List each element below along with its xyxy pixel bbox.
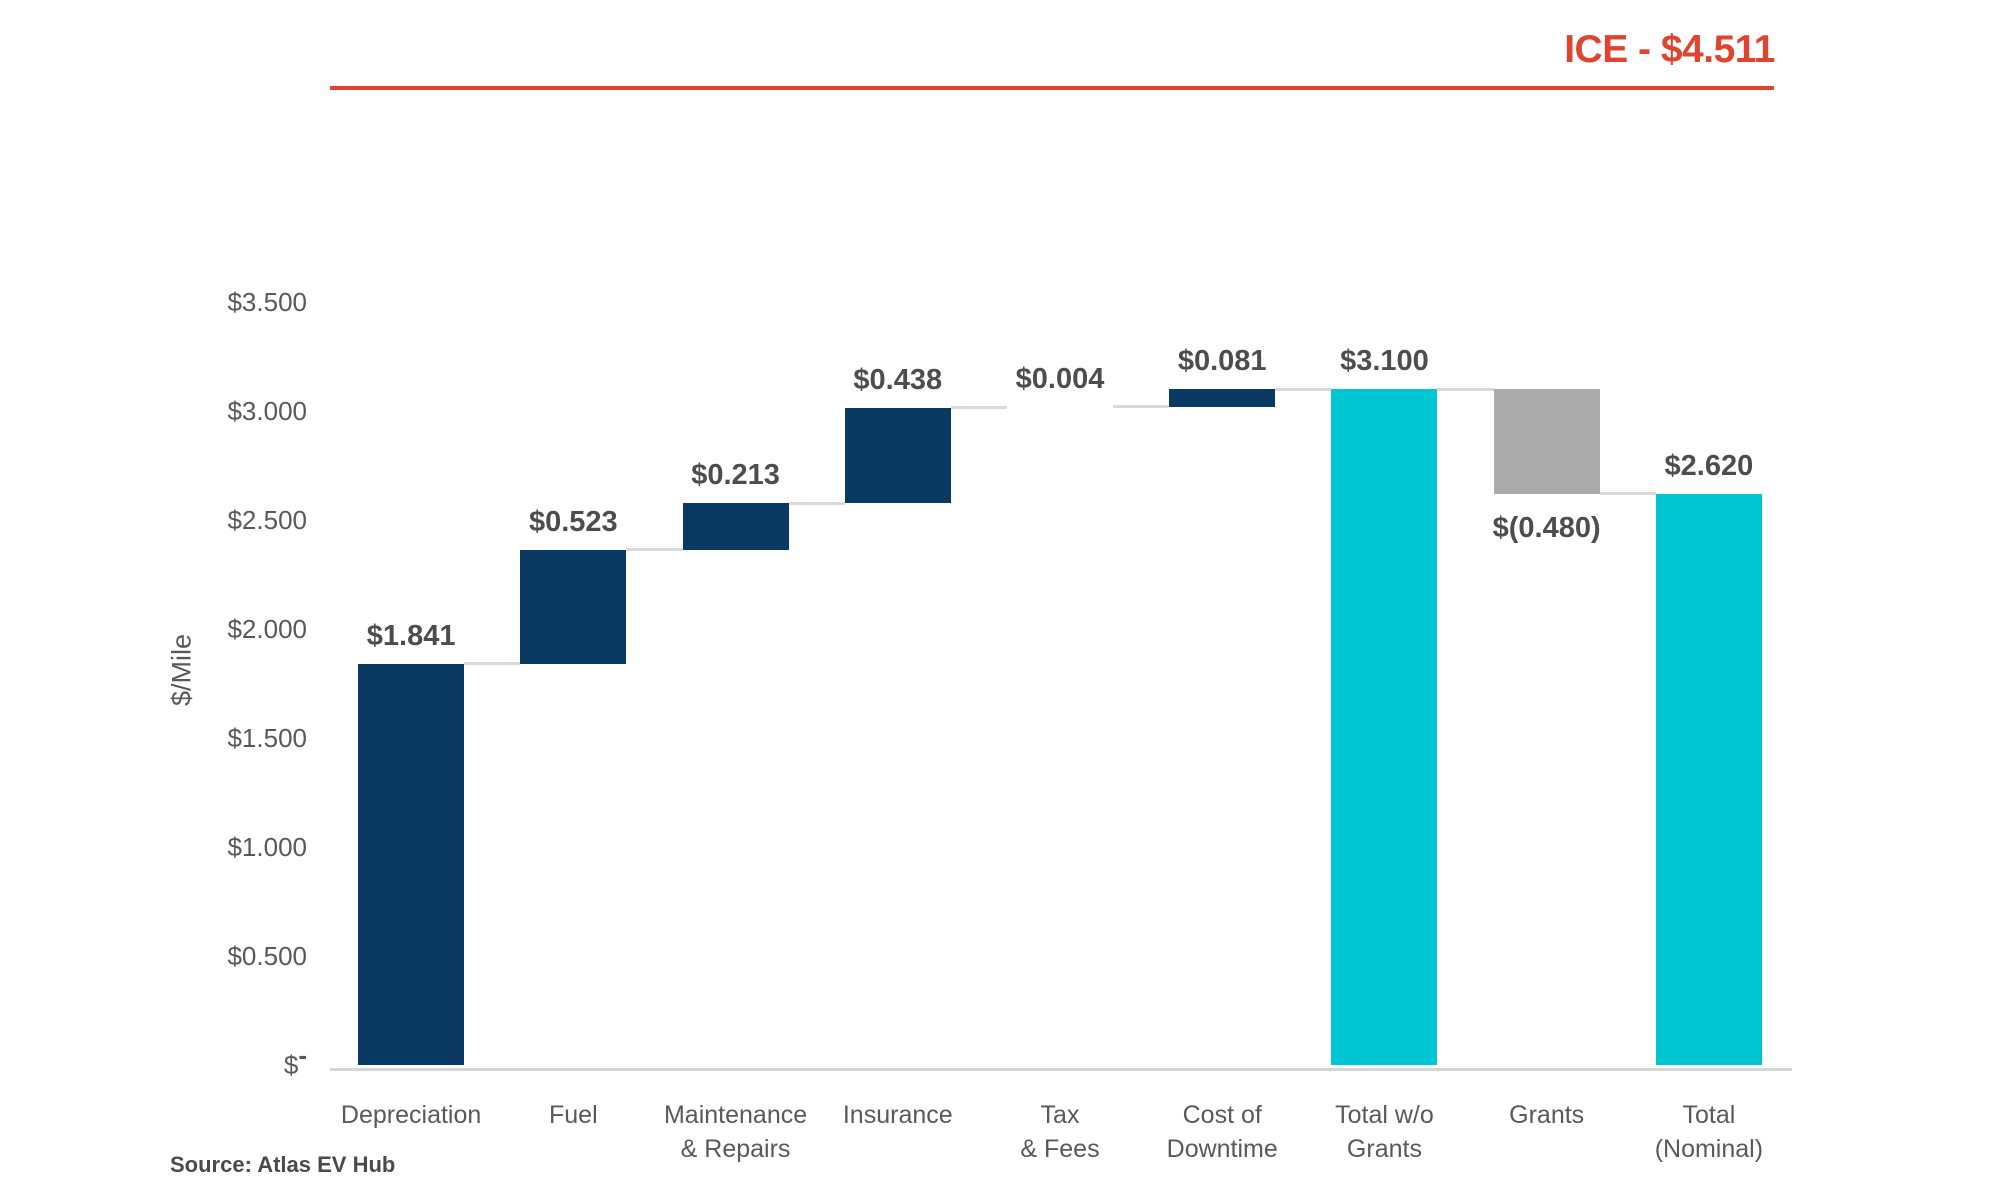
bar-value-label: $0.213 <box>691 459 780 492</box>
category-label-line: Cost of <box>1182 1101 1262 1129</box>
bar-value-label: $0.438 <box>853 363 943 396</box>
category-label-line: Fuel <box>549 1101 598 1129</box>
bar-value-label: $0.523 <box>528 505 618 538</box>
bar-value-label: $0.081 <box>1177 345 1267 378</box>
connector-line <box>1113 405 1170 409</box>
waterfall-bar-total-nominal <box>1655 493 1762 1065</box>
category-label-line: Total <box>1682 1101 1736 1129</box>
category-label: Depreciation <box>296 1098 526 1132</box>
category-label: Cost of Downtime <box>1107 1098 1337 1166</box>
waterfall-bar-cost-of-downtime <box>1169 389 1276 407</box>
category-label-line: Grants <box>1346 1135 1422 1163</box>
category-label-line: Grants <box>1509 1101 1585 1129</box>
category-label-line: (Nominal) <box>1654 1135 1764 1163</box>
connector-line <box>1599 492 1656 496</box>
y-tick-label: $0.500 <box>227 941 307 971</box>
category-label-line: Downtime <box>1166 1135 1278 1163</box>
chart-title: ICE - $4.511 <box>1564 28 1775 71</box>
category-label: Total (Nominal) <box>1594 1098 1824 1166</box>
category-label-line: & Fees <box>1020 1135 1100 1163</box>
waterfall-bar-maintenance-repairs <box>682 503 789 550</box>
y-tick-label: $2.500 <box>227 505 307 535</box>
y-tick-label: $3.000 <box>227 396 307 426</box>
category-label: Grants <box>1432 1098 1662 1132</box>
category-label-line: Depreciation <box>340 1101 482 1129</box>
y-axis-label: $/Mile <box>166 633 197 707</box>
connector-line <box>464 662 521 666</box>
waterfall-bar-grants <box>1493 389 1600 494</box>
connector-line <box>788 501 845 505</box>
category-label: Insurance <box>783 1098 1013 1132</box>
category-label-line: Maintenance <box>663 1101 808 1129</box>
bar-value-label: $(0.480) <box>1492 511 1601 544</box>
y-tick-label: $3.500 <box>227 287 307 317</box>
category-label-line: Tax <box>1040 1101 1080 1129</box>
bar-value-label: $0.004 <box>1015 362 1105 395</box>
x-axis-line <box>330 1068 1792 1071</box>
waterfall-bar-fuel <box>520 549 627 664</box>
waterfall-bar-total-w-o-grants <box>1331 389 1438 1065</box>
bar-value-label: $1.841 <box>366 619 456 652</box>
category-label-line: Total w/o <box>1335 1101 1434 1129</box>
y-tick-label: $1.500 <box>227 723 307 753</box>
waterfall-bar-depreciation <box>358 663 465 1065</box>
category-label: Maintenance & Repairs <box>621 1098 851 1166</box>
title-underline-rule <box>330 86 1774 90</box>
category-label-line: & Repairs <box>680 1135 791 1163</box>
category-label: Total w/o Grants <box>1269 1098 1499 1166</box>
connector-line <box>1275 387 1332 391</box>
connector-line <box>950 406 1007 410</box>
waterfall-bar-insurance <box>844 407 951 504</box>
connector-line <box>1437 387 1494 391</box>
connector-line <box>626 548 683 552</box>
category-label-line: Insurance <box>842 1101 953 1129</box>
y-tick-label: $2.000 <box>227 614 307 644</box>
y-tick-label: $- <box>283 1040 307 1080</box>
source-note: Source: Atlas EV Hub <box>170 1152 396 1177</box>
bar-value-label: $2.620 <box>1664 449 1754 482</box>
category-label: Fuel <box>458 1098 688 1132</box>
bar-value-label: $3.100 <box>1340 345 1429 378</box>
y-tick-label: $1.000 <box>227 832 307 862</box>
category-label: Tax & Fees <box>945 1098 1175 1166</box>
